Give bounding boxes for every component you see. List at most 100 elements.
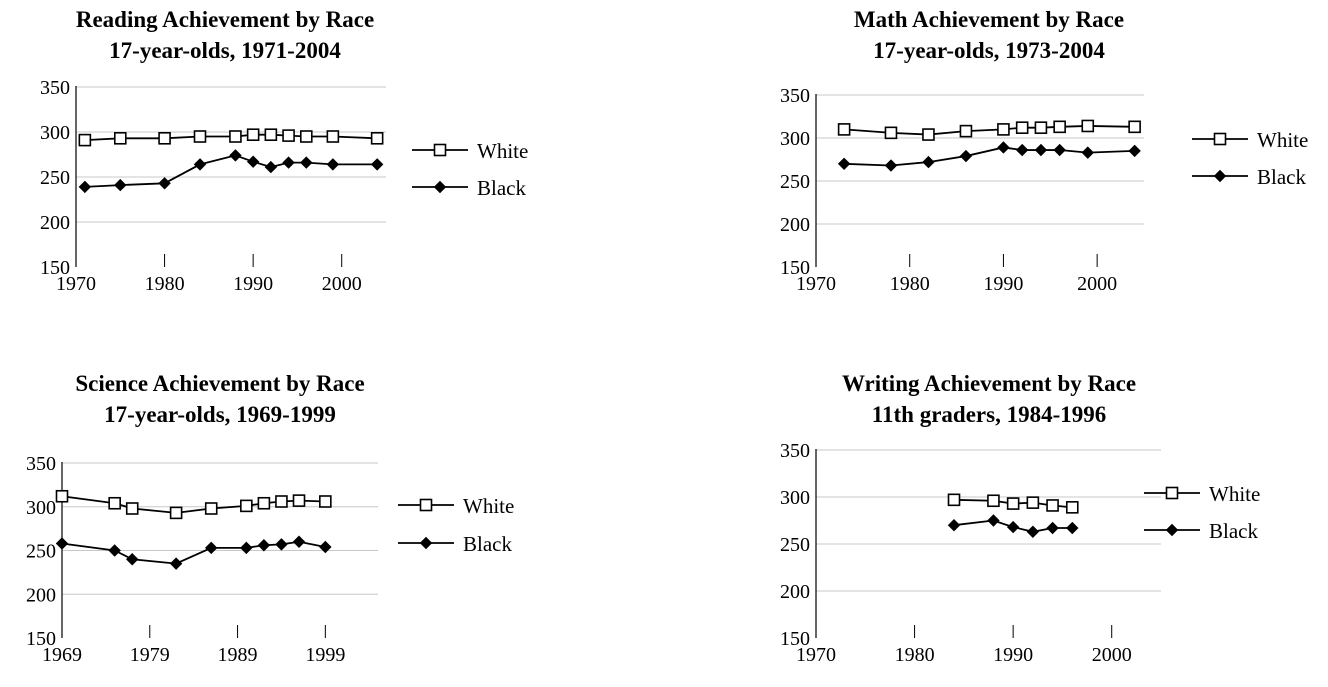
data-point bbox=[55, 489, 69, 503]
data-point bbox=[370, 158, 384, 171]
legend-marker bbox=[433, 143, 447, 157]
legend-marker bbox=[1165, 523, 1179, 537]
data-point bbox=[1006, 497, 1020, 510]
chart-title: Math Achievement by Race 17-year-olds, 1… bbox=[794, 4, 1184, 66]
chart-title: Writing Achievement by Race 11th graders… bbox=[764, 368, 1214, 430]
subtitle-line: 17-year-olds, 1973-2004 bbox=[873, 38, 1105, 63]
data-point bbox=[299, 130, 313, 143]
data-point bbox=[205, 541, 218, 555]
data-point bbox=[997, 141, 1010, 154]
data-point bbox=[1026, 525, 1040, 538]
data-point bbox=[997, 123, 1010, 136]
data-point bbox=[292, 535, 306, 548]
title-line: Science Achievement by Race bbox=[75, 371, 365, 396]
data-point bbox=[1065, 501, 1079, 514]
data-point bbox=[229, 130, 242, 143]
x-tick-label: 1989 bbox=[218, 644, 258, 666]
y-tick-label: 150 bbox=[40, 257, 70, 279]
data-point bbox=[282, 156, 295, 169]
data-point bbox=[1128, 144, 1141, 158]
subtitle-line: 17-year-olds, 1969-1999 bbox=[104, 402, 336, 427]
data-point bbox=[370, 132, 384, 145]
series-line bbox=[844, 125, 1135, 136]
y-tick-label: 150 bbox=[780, 628, 810, 650]
data-point bbox=[240, 541, 253, 555]
legend-label: Black bbox=[1209, 519, 1258, 543]
legend-marker bbox=[433, 180, 447, 194]
data-point bbox=[193, 130, 207, 143]
x-tick-label: 1980 bbox=[145, 273, 185, 295]
x-tick-label: 1970 bbox=[56, 273, 96, 295]
series-line bbox=[844, 146, 1135, 167]
legend-marker bbox=[1213, 132, 1227, 146]
data-point bbox=[125, 502, 139, 515]
y-tick-label: 350 bbox=[780, 85, 810, 107]
x-tick-label: 1980 bbox=[890, 273, 930, 295]
data-point bbox=[947, 493, 961, 507]
chart-science: Science Achievement by Race 17-year-olds… bbox=[0, 343, 664, 687]
y-tick-label: 300 bbox=[780, 487, 810, 509]
chart-plot: 150 200 250 300 350 1970 1980 1990 2000 White Blac… bbox=[780, 440, 1260, 666]
data-point bbox=[837, 157, 851, 171]
data-point bbox=[922, 155, 935, 169]
data-point bbox=[1128, 120, 1141, 134]
legend-label: Black bbox=[1257, 165, 1306, 189]
data-point bbox=[1046, 521, 1059, 535]
data-point bbox=[114, 178, 127, 192]
data-point bbox=[193, 158, 207, 171]
data-point bbox=[922, 128, 935, 141]
data-point bbox=[275, 495, 288, 508]
data-point bbox=[1053, 120, 1066, 134]
x-tick-label: 1999 bbox=[305, 644, 345, 666]
x-tick-label: 1980 bbox=[895, 644, 935, 666]
x-tick-label: 1990 bbox=[983, 273, 1023, 295]
y-tick-label: 200 bbox=[780, 581, 810, 603]
y-tick-label: 200 bbox=[40, 212, 70, 234]
y-tick-label: 350 bbox=[26, 453, 56, 475]
data-point bbox=[246, 155, 260, 168]
y-tick-label: 200 bbox=[780, 214, 810, 236]
data-point bbox=[1034, 121, 1048, 134]
data-point bbox=[292, 494, 306, 507]
data-point bbox=[1026, 496, 1040, 509]
data-point bbox=[319, 540, 332, 554]
legend-marker bbox=[419, 536, 433, 550]
data-point bbox=[300, 156, 313, 169]
y-tick-label: 350 bbox=[40, 77, 70, 99]
data-point bbox=[229, 149, 242, 162]
legend-label: White bbox=[463, 494, 514, 518]
data-point bbox=[1015, 143, 1029, 157]
data-point bbox=[158, 132, 171, 145]
data-point bbox=[1081, 146, 1094, 159]
x-tick-label: 1970 bbox=[796, 273, 836, 295]
y-tick-label: 150 bbox=[26, 628, 56, 650]
data-point bbox=[987, 494, 1000, 508]
y-tick-label: 250 bbox=[780, 534, 810, 556]
legend-label: White bbox=[1257, 128, 1308, 152]
y-tick-label: 250 bbox=[40, 167, 70, 189]
data-point bbox=[1081, 119, 1095, 133]
data-point bbox=[837, 123, 851, 136]
data-point bbox=[884, 126, 898, 140]
data-point bbox=[884, 159, 898, 172]
legend-label: Black bbox=[477, 176, 526, 200]
series-line bbox=[61, 540, 326, 565]
data-point bbox=[169, 506, 183, 520]
chart-reading: Reading Achievement by Race 17-year-olds… bbox=[0, 0, 664, 343]
x-tick-label: 1990 bbox=[993, 644, 1033, 666]
data-point bbox=[113, 132, 127, 145]
legend-marker bbox=[419, 498, 433, 512]
data-point bbox=[158, 177, 171, 190]
data-point bbox=[275, 538, 288, 551]
chart-title: Reading Achievement by Race 17-year-olds… bbox=[0, 4, 450, 66]
y-tick-label: 300 bbox=[40, 122, 70, 144]
data-point bbox=[108, 544, 121, 557]
data-point bbox=[1006, 520, 1020, 534]
data-point bbox=[246, 128, 260, 141]
chart-writing: Writing Achievement by Race 11th graders… bbox=[664, 343, 1328, 687]
data-point bbox=[240, 499, 253, 513]
y-tick-label: 250 bbox=[780, 171, 810, 193]
data-point bbox=[959, 124, 973, 138]
legend-label: White bbox=[477, 139, 528, 163]
data-point bbox=[987, 514, 1000, 527]
